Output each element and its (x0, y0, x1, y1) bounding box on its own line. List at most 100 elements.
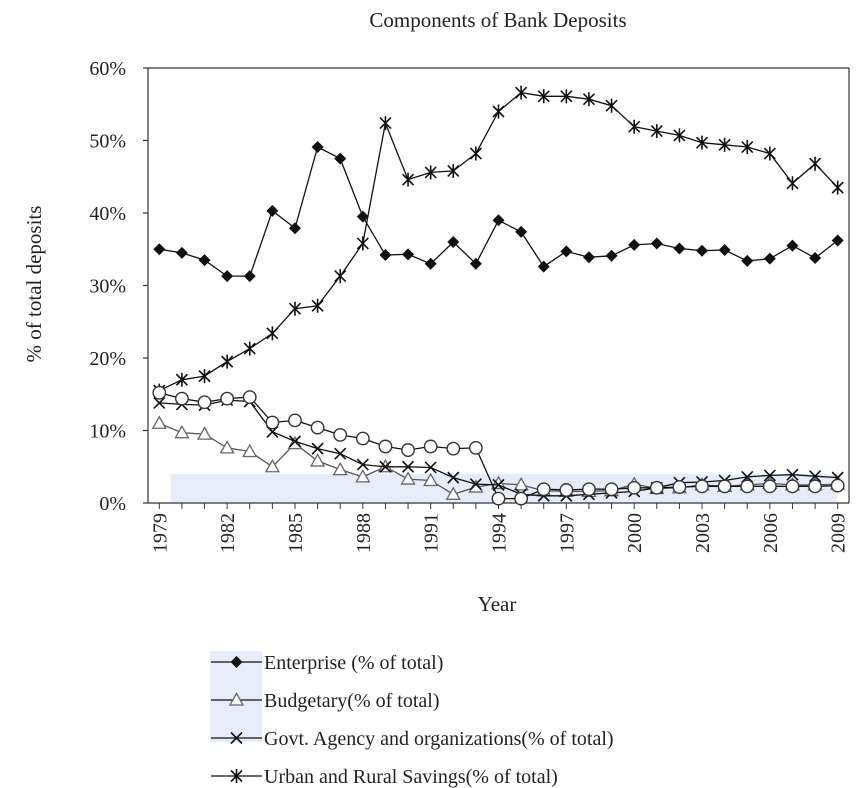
x-tick-label: 1985 (285, 513, 307, 553)
data-point (311, 442, 324, 455)
data-point (447, 236, 460, 248)
data-point (198, 369, 211, 384)
data-point (288, 301, 302, 316)
data-point (513, 477, 529, 491)
data-point (492, 478, 505, 491)
legend-item: Urban and Rural Savings(% of total) (211, 766, 558, 788)
x-tick-label: 2006 (760, 513, 782, 553)
data-point (445, 486, 461, 500)
data-point (830, 478, 845, 493)
data-point (243, 270, 256, 283)
data-point (515, 225, 528, 238)
x-tick-label: 2009 (828, 513, 850, 553)
legend: Enterprise (% of total) Budgetary(% of to… (210, 651, 614, 788)
data-point (447, 163, 460, 178)
data-point (763, 146, 776, 161)
data-point (695, 135, 709, 150)
data-point (672, 480, 687, 494)
data-point (242, 443, 258, 458)
data-point (288, 413, 302, 428)
data-point (379, 460, 392, 473)
data-point (243, 341, 256, 356)
data-point (785, 479, 800, 494)
x-tick-label: 1997 (556, 513, 578, 553)
data-point (309, 453, 326, 467)
legend-item: Govt. Agency and organizations(% of tota… (211, 728, 614, 750)
data-point (334, 152, 347, 165)
series-line (159, 146, 839, 277)
data-point (424, 461, 437, 474)
data-point (242, 390, 257, 405)
data-point (718, 137, 731, 152)
x-tick-label: 1994 (489, 513, 511, 553)
data-point (424, 257, 437, 270)
data-point (356, 458, 369, 471)
data-point (809, 470, 822, 483)
data-point (536, 482, 551, 497)
data-point (514, 491, 529, 506)
legend-label: Urban and Rural Savings(% of total) (264, 766, 558, 788)
data-point (809, 251, 822, 264)
axes: 0% 10% 20% 30% 40% 50% 60% 1979 1982 1985 1988 1991… (89, 58, 849, 553)
data-point (741, 140, 754, 155)
data-point (197, 395, 212, 410)
legend-label: Budgetary(% of total) (264, 690, 440, 712)
data-point (718, 243, 731, 256)
data-point (469, 478, 482, 491)
data-point (379, 116, 392, 131)
data-point (355, 431, 370, 446)
data-point (355, 469, 371, 483)
series-urban-and-rural-savings-of-total (153, 85, 844, 398)
x-tick-label: 1979 (149, 513, 171, 553)
data-point (401, 172, 415, 187)
x-tick-label: 1982 (217, 513, 239, 553)
y-tick-label: 0% (99, 493, 126, 515)
data-point (446, 441, 461, 456)
data-point (560, 89, 573, 104)
data-point (424, 165, 437, 180)
data-point (469, 146, 482, 161)
data-point (831, 234, 844, 247)
data-point (515, 85, 528, 100)
data-point (650, 237, 663, 250)
data-point (582, 92, 596, 107)
data-point (311, 141, 324, 154)
data-point (717, 479, 732, 494)
data-point (402, 248, 415, 261)
data-point (288, 435, 302, 448)
data-point (695, 479, 709, 494)
data-point (219, 440, 235, 454)
data-point (809, 156, 822, 171)
data-point (400, 471, 416, 485)
data-point (266, 326, 279, 341)
data-point (673, 242, 686, 255)
data-point (786, 176, 799, 191)
data-point (174, 424, 190, 439)
data-point (492, 214, 505, 227)
data-point (537, 89, 550, 104)
data-point (196, 426, 213, 440)
series-unlabeled-circle (152, 385, 845, 506)
x-tick-label: 2003 (692, 513, 714, 553)
data-point (831, 180, 844, 195)
x-tick-label: 2000 (624, 513, 646, 553)
data-point (423, 472, 439, 487)
x-axis-label: Year (478, 592, 517, 616)
data-point (469, 257, 482, 270)
series-layer (151, 85, 846, 506)
data-point (763, 469, 776, 482)
data-point (266, 204, 279, 217)
data-point (559, 483, 574, 497)
chart-title: Components of Bank Deposits (369, 8, 626, 32)
x-tick-label: 1988 (353, 513, 375, 553)
data-point (468, 440, 483, 455)
data-point (378, 439, 393, 454)
legend-marker (228, 692, 245, 706)
data-point (401, 443, 415, 457)
data-point (175, 372, 188, 387)
data-point (220, 391, 235, 406)
data-point (673, 128, 686, 143)
data-point (605, 98, 618, 113)
data-point (175, 246, 188, 259)
